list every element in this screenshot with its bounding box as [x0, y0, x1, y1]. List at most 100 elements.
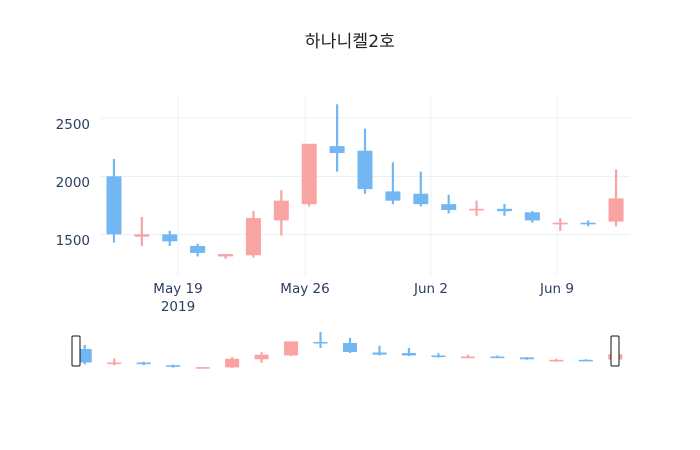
rangeslider-candle[interactable] — [313, 332, 328, 348]
candle-wick — [475, 200, 478, 216]
xtick-label-jun-2: Jun 2 — [413, 281, 448, 297]
candle[interactable] — [441, 194, 457, 214]
candle-body — [431, 355, 446, 358]
candle-body — [218, 254, 234, 257]
candle-body — [552, 222, 568, 225]
candle-series-rangeslider — [77, 332, 623, 369]
candle-wick — [559, 218, 562, 231]
page-title: 하나니켈2호 — [304, 32, 396, 52]
candle-body — [549, 359, 564, 362]
rangeslider-candle[interactable] — [284, 341, 299, 357]
candle[interactable] — [469, 200, 485, 216]
candle-body — [225, 358, 240, 368]
candle-wick — [319, 332, 322, 348]
rangeslider-candle[interactable] — [225, 357, 240, 368]
candle-wick — [391, 162, 394, 205]
ytick-label-1500: 1500 — [56, 233, 90, 249]
candle-body — [608, 198, 624, 222]
candle-body — [107, 362, 122, 365]
candle-body — [313, 341, 328, 344]
candle-body — [166, 365, 181, 367]
candle[interactable] — [329, 104, 345, 172]
ytick-label-2500: 2500 — [56, 117, 90, 133]
rangeslider-candle[interactable] — [166, 364, 181, 368]
rangeslider-candle[interactable] — [519, 357, 534, 360]
candle-body — [254, 354, 269, 360]
candle-body — [273, 200, 289, 221]
candle[interactable] — [301, 143, 317, 207]
candle-body — [490, 356, 505, 359]
candle[interactable] — [608, 169, 624, 227]
xtick-label-year-2019: 2019 — [161, 299, 195, 315]
candle[interactable] — [580, 220, 596, 227]
candle[interactable] — [524, 211, 540, 223]
rangeslider-candle[interactable] — [401, 347, 416, 357]
candle-wick — [407, 347, 411, 357]
candle[interactable] — [134, 216, 150, 246]
candle-wick — [140, 216, 143, 246]
candle-body — [134, 234, 150, 237]
rangeslider-candle[interactable] — [343, 337, 357, 354]
rangeslider-candle[interactable] — [372, 345, 387, 356]
candle[interactable] — [496, 204, 512, 216]
candle-body — [106, 176, 122, 235]
candle-body — [460, 356, 475, 359]
candle-body — [580, 222, 596, 225]
rangeslider-candle[interactable] — [549, 358, 564, 362]
rangeslider-handles[interactable] — [71, 335, 620, 367]
candle-body — [343, 343, 357, 352]
candle-body — [162, 234, 178, 242]
candle-body — [441, 204, 457, 210]
candle-body — [136, 362, 151, 365]
candle[interactable] — [106, 158, 122, 243]
rangeslider-candle[interactable] — [254, 352, 269, 363]
rangeslider-candle[interactable] — [578, 359, 593, 362]
rangeslider-candle[interactable] — [136, 361, 151, 366]
candle-body — [190, 245, 206, 253]
candle-wick — [378, 345, 381, 356]
rangeslider-handle-right[interactable] — [610, 335, 620, 367]
rangeslider-handle-left[interactable] — [71, 335, 81, 367]
candle[interactable] — [385, 162, 401, 205]
candle-body — [519, 357, 534, 360]
candle-body — [284, 341, 299, 356]
candle[interactable] — [273, 190, 289, 236]
candle-body — [385, 191, 401, 201]
xtick-label-may-26: May 26 — [280, 281, 329, 297]
candle-body — [413, 193, 429, 205]
candle[interactable] — [357, 128, 373, 194]
candle[interactable] — [190, 243, 206, 257]
rangeslider-candle[interactable] — [460, 354, 475, 359]
rangeslider-candle[interactable] — [195, 367, 210, 369]
candle-body — [578, 359, 593, 362]
candle-body — [301, 143, 317, 205]
candle-body — [469, 208, 485, 211]
candle-body — [401, 353, 416, 356]
candle[interactable] — [552, 218, 568, 231]
candle-body — [329, 146, 345, 154]
candle[interactable] — [245, 211, 261, 258]
candle-body — [524, 212, 540, 221]
candle-wick — [419, 171, 422, 207]
candle[interactable] — [218, 254, 234, 259]
candle-body — [245, 218, 261, 256]
rangeslider-candle[interactable] — [431, 353, 446, 358]
rangeslider-candle[interactable] — [490, 355, 505, 359]
rangeslider-candle[interactable] — [77, 344, 92, 365]
candle-wick — [336, 104, 339, 172]
xtick-label-may-19: May 19 — [153, 281, 202, 297]
candle-series-main — [106, 104, 624, 259]
candle-wick — [113, 358, 116, 366]
candle-body — [357, 150, 373, 190]
candle[interactable] — [413, 171, 429, 207]
ytick-label-2000: 2000 — [56, 175, 90, 191]
candle[interactable] — [162, 230, 178, 246]
candle-wick — [437, 353, 440, 358]
xtick-label-jun-9: Jun 9 — [539, 281, 574, 297]
candle-body — [372, 352, 387, 355]
rangeslider-candle[interactable] — [107, 358, 122, 366]
candle-body — [195, 367, 210, 369]
candle-body — [496, 208, 512, 212]
